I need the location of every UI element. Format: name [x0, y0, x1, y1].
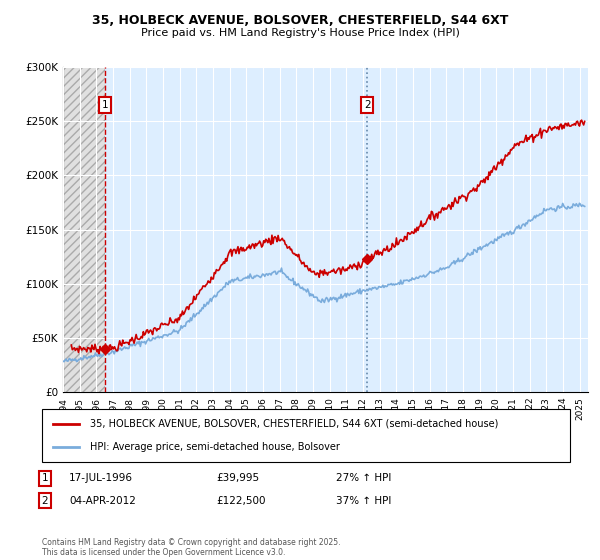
Text: £122,500: £122,500 — [216, 496, 265, 506]
Text: 04-APR-2012: 04-APR-2012 — [69, 496, 136, 506]
Text: 27% ↑ HPI: 27% ↑ HPI — [336, 473, 391, 483]
Text: 1: 1 — [102, 100, 109, 110]
Text: 35, HOLBECK AVENUE, BOLSOVER, CHESTERFIELD, S44 6XT (semi-detached house): 35, HOLBECK AVENUE, BOLSOVER, CHESTERFIE… — [89, 419, 498, 429]
Text: 2: 2 — [41, 496, 49, 506]
Text: 35, HOLBECK AVENUE, BOLSOVER, CHESTERFIELD, S44 6XT: 35, HOLBECK AVENUE, BOLSOVER, CHESTERFIE… — [92, 14, 508, 27]
Text: 17-JUL-1996: 17-JUL-1996 — [69, 473, 133, 483]
Text: 2: 2 — [364, 100, 371, 110]
Text: 37% ↑ HPI: 37% ↑ HPI — [336, 496, 391, 506]
Text: HPI: Average price, semi-detached house, Bolsover: HPI: Average price, semi-detached house,… — [89, 442, 340, 452]
Text: 1: 1 — [41, 473, 49, 483]
Bar — [63, 67, 106, 392]
Text: £39,995: £39,995 — [216, 473, 259, 483]
Text: Price paid vs. HM Land Registry's House Price Index (HPI): Price paid vs. HM Land Registry's House … — [140, 28, 460, 38]
FancyBboxPatch shape — [42, 409, 570, 462]
Text: Contains HM Land Registry data © Crown copyright and database right 2025.
This d: Contains HM Land Registry data © Crown c… — [42, 538, 341, 557]
